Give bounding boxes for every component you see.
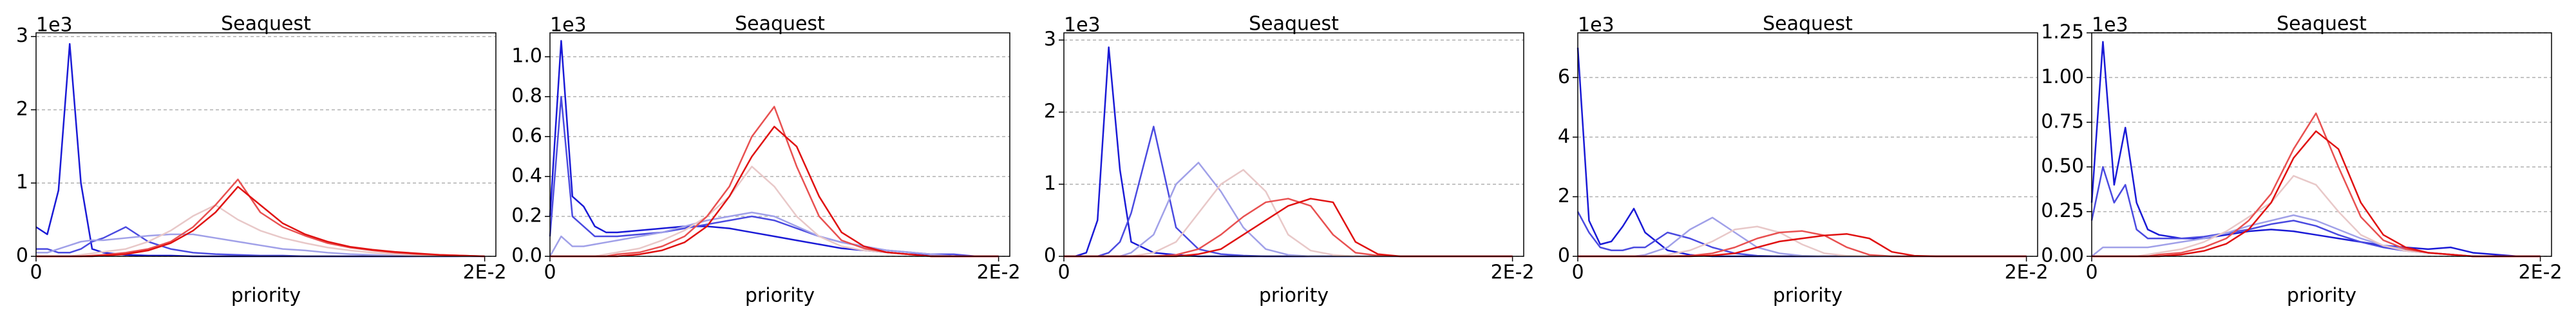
plot-frame [1577, 32, 2038, 257]
series-line [36, 204, 485, 258]
y-tick-label: 0 [16, 245, 28, 267]
x-axis-label: priority [1259, 285, 1329, 307]
y-tick-label: 0.4 [511, 165, 542, 187]
y-tick-label: 0.8 [511, 85, 542, 108]
x-tick-label: 0 [1571, 261, 1584, 284]
series-line [2090, 166, 2541, 258]
y-tick-label: 0.25 [2041, 200, 2084, 222]
y-tick-label: 0.75 [2041, 110, 2084, 133]
x-axis-label: priority [1773, 285, 1842, 307]
y-offset-label: 1e3 [2092, 14, 2128, 37]
y-tick-label: 3 [1044, 28, 1056, 51]
series-line [549, 40, 999, 258]
chart-title: Seaquest [1249, 13, 1339, 35]
series-line [549, 211, 999, 258]
x-tick-label: 2E-2 [1491, 261, 1535, 284]
x-tick-label: 0 [544, 261, 556, 284]
series-line [550, 166, 999, 258]
series-line [2092, 175, 2541, 258]
chart-title: Seaquest [221, 13, 311, 35]
series-line [2091, 214, 2541, 258]
x-axis-label: priority [745, 285, 815, 307]
y-tick-label: 1.25 [2041, 21, 2084, 44]
y-offset-label: 1e3 [36, 14, 73, 37]
y-tick-label: 2 [1558, 185, 1570, 207]
series-line [2090, 41, 2541, 258]
series-line [1064, 198, 1513, 258]
y-tick-label: 0.2 [511, 205, 542, 227]
y-tick-label: 2 [1044, 100, 1056, 123]
y-offset-label: 1e3 [1064, 14, 1101, 37]
x-tick-label: 0 [1057, 261, 1070, 284]
x-axis-label: priority [2287, 285, 2356, 307]
x-tick-label: 2E-2 [2519, 261, 2562, 284]
plot-frame [2091, 32, 2552, 257]
series-line [35, 43, 485, 258]
series-line [1578, 216, 2027, 258]
chart-title: Seaquest [735, 13, 825, 35]
y-tick-label: 1 [16, 171, 28, 194]
series-line [2092, 130, 2541, 258]
y-offset-label: 1e3 [550, 14, 587, 37]
y-tick-label: 1.0 [511, 45, 542, 68]
x-tick-label: 0 [2085, 261, 2098, 284]
chart-title: Seaquest [1763, 13, 1853, 35]
x-tick-label: 2E-2 [977, 261, 1021, 284]
y-offset-label: 1e3 [1578, 14, 1615, 37]
plot-frame [549, 32, 1010, 257]
x-tick-label: 2E-2 [463, 261, 507, 284]
series-line [1577, 48, 2027, 258]
y-tick-label: 0 [1558, 245, 1570, 267]
chart-title: Seaquest [2277, 13, 2367, 35]
y-tick-label: 0.6 [511, 125, 542, 147]
x-tick-label: 2E-2 [2005, 261, 2049, 284]
plot-frame [1063, 32, 1524, 257]
series-line [36, 233, 485, 258]
y-tick-label: 0.50 [2041, 155, 2084, 178]
plot-frame [35, 32, 497, 257]
y-tick-label: 1 [1044, 173, 1056, 195]
y-tick-label: 4 [1558, 125, 1570, 147]
y-tick-label: 0 [1044, 245, 1056, 267]
series-line [550, 106, 999, 258]
y-tick-label: 2 [16, 98, 28, 120]
series-line [1577, 211, 2027, 258]
x-tick-label: 0 [30, 261, 42, 284]
y-tick-label: 1.00 [2041, 66, 2084, 88]
x-axis-label: priority [231, 285, 301, 307]
series-line [1064, 46, 1513, 258]
y-tick-label: 6 [1558, 66, 1570, 88]
y-tick-label: 0.00 [2041, 245, 2084, 267]
y-tick-label: 3 [16, 24, 28, 47]
series-line [1064, 198, 1513, 258]
y-tick-label: 0.0 [511, 245, 542, 267]
